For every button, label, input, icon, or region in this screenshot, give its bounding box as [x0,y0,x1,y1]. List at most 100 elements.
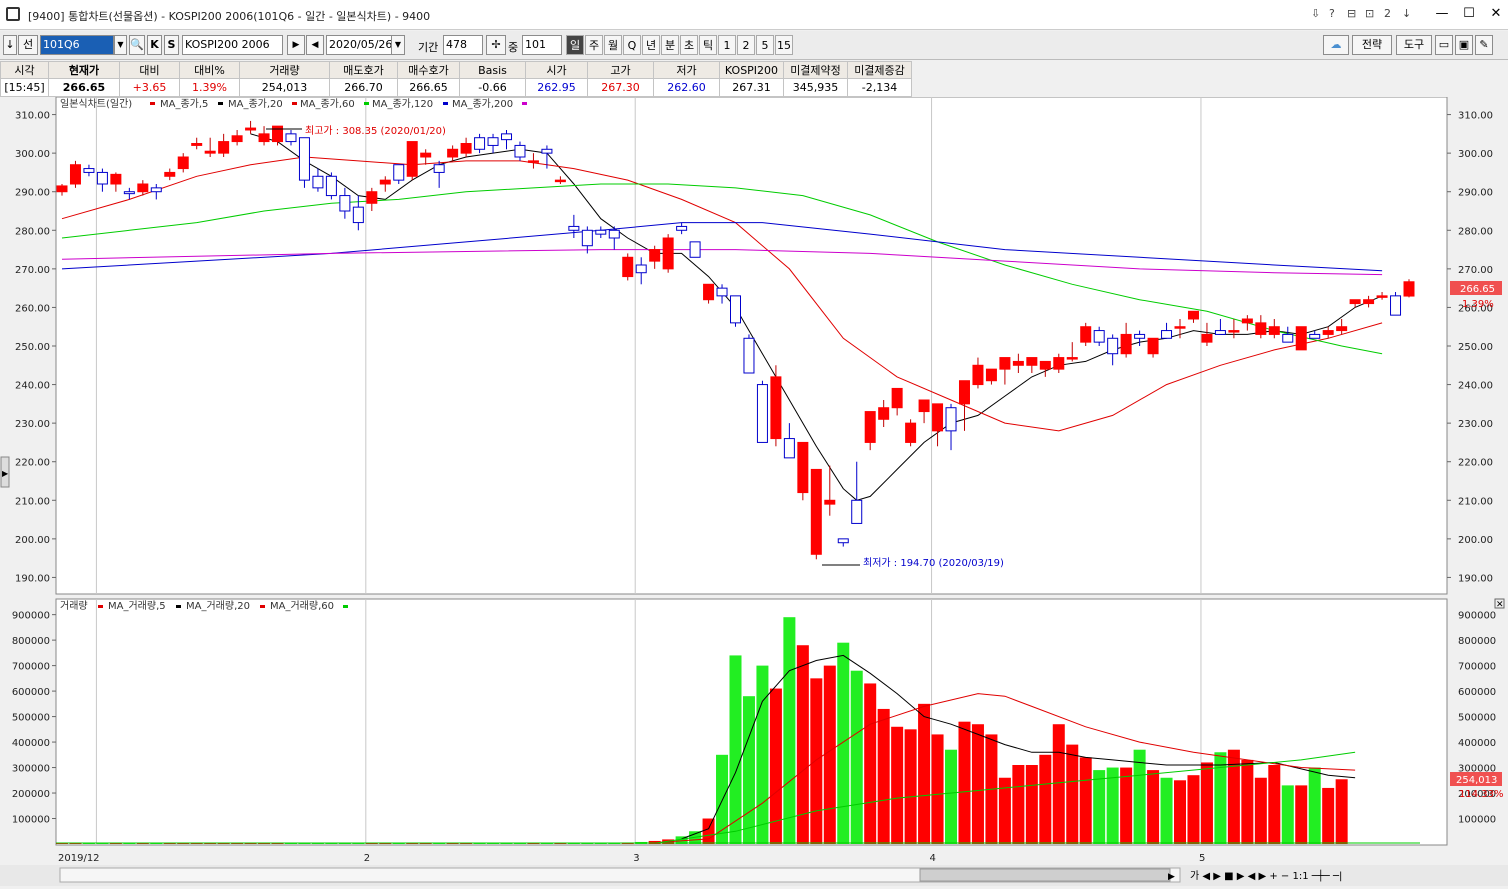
vol-tick-label: 800000 [1458,636,1496,647]
quote-open: 262.95 [525,78,588,97]
legend-swatch [522,102,527,105]
volume-bar [1335,779,1348,844]
candle-body [123,191,135,195]
layout-icon[interactable]: ⊟ [1347,7,1357,20]
candle-body [1241,318,1253,324]
period-input[interactable]: 478 [443,35,483,55]
vol-tick-label: 300000 [12,764,50,775]
vol-tick-label: 700000 [12,662,50,673]
instrument-field[interactable]: KOSPI200 2006 [182,35,283,55]
chevron-right-icon[interactable]: ▶ [2,469,9,478]
date-dropdown-button[interactable]: ▼ [391,35,405,55]
y-tick-label: 280.00 [15,226,50,237]
period-2[interactable]: 2 [737,35,755,55]
minimize-button[interactable]: — [1435,6,1449,21]
candle-body [312,175,324,189]
tools-button[interactable]: 도구 [1396,35,1432,55]
count-input[interactable]: 101 [522,35,562,55]
volume-bar [1039,754,1052,844]
volume-bar [540,843,553,844]
period-week[interactable]: 주 [585,35,603,55]
legend-vol-ma60: MA_거래량,60 [270,600,334,612]
volume-bar [163,843,176,844]
legend-swatch [176,605,181,608]
vol-tick-label: 500000 [1458,713,1496,724]
volume-bar [1160,777,1173,844]
volume-bar [123,843,136,844]
volume-bar [716,754,729,844]
date-input[interactable]: 2020/05/26 [326,35,392,55]
candle-body [177,156,189,170]
period-1[interactable]: 1 [718,35,736,55]
horizontal-scrollbar[interactable] [59,867,1181,883]
settings-icon[interactable]: ✎ [1475,35,1493,55]
open-icon[interactable]: ▭ [1435,35,1453,55]
pin-icon[interactable]: ⇩ [1311,7,1321,20]
quote-header: 거래량 [239,61,330,79]
y-tick-label: 290.00 [15,188,50,199]
strategy-button[interactable]: 전략 [1352,35,1392,55]
line-button[interactable]: 선 [18,35,38,55]
volume-bar [406,843,419,844]
scroll-right-icon[interactable]: ▶ [1168,872,1175,882]
legend-ma120: MA_종가,120 [372,98,433,110]
help-icon[interactable]: ? [1329,7,1335,20]
candle-body [635,264,647,274]
next-button[interactable]: ▶ [287,35,305,55]
chart-nav-icons[interactable]: 가 ◀ ▶ ■ ▶ ◀ ▶ + − 1:1 ─┼─ ─| [1190,869,1342,882]
vol-tick-label: 100000 [12,815,50,826]
down-button[interactable]: ↓ [3,35,17,55]
candle-body [150,187,162,193]
volume-bar [96,843,109,844]
k-button[interactable]: K [147,35,162,55]
search-icon[interactable]: 🔍 [129,35,145,55]
candle-body [932,403,944,432]
volume-bar [338,843,351,844]
volume-bar [1241,759,1254,844]
vol-tick-label: 400000 [1458,738,1496,749]
legend-swatch [343,605,348,608]
cloud-icon[interactable]: ☁ [1323,35,1349,55]
period-quarter[interactable]: Q [623,35,641,55]
candle-body [285,133,297,143]
code-input[interactable]: 101Q6 [40,35,114,55]
period-5[interactable]: 5 [756,35,774,55]
candle-body [56,185,68,193]
link-icon[interactable]: ⊡ [1365,7,1375,20]
candle-body [272,125,284,143]
save-icon[interactable]: ▣ [1455,35,1473,55]
chart-area[interactable]: 190.00 190.00 200.00 200.00 210.00 210.00 220.… [0,96,1508,886]
volume-bar [258,843,271,844]
legend-ma5: MA_종가,5 [160,98,208,110]
volume-bar [352,843,365,844]
candle-body [1403,281,1415,297]
chart-svg[interactable]: 190.00 190.00 200.00 200.00 210.00 210.00 220.… [0,96,1508,886]
prev-button[interactable]: ◀ [306,35,324,55]
candle-body [218,141,230,154]
period-minute[interactable]: 분 [661,35,679,55]
period-tick[interactable]: 틱 [699,35,717,55]
candle-body [541,148,553,154]
maximize-button[interactable]: ☐ [1463,6,1475,21]
crosshair-icon[interactable]: ✢ [486,35,506,55]
period-15[interactable]: 15 [775,35,793,55]
ma-line [61,249,1383,276]
vol-tick-label: 800000 [12,636,50,647]
close-button[interactable]: ✕ [1490,6,1502,21]
code-dropdown-button[interactable]: ▼ [114,35,127,55]
side-panel-toggle[interactable] [0,456,10,488]
volume-close-button[interactable] [1494,598,1505,609]
screen-number-icon[interactable]: 2 [1384,7,1391,20]
period-year[interactable]: 년 [642,35,660,55]
period-month[interactable]: 월 [604,35,622,55]
scrollbar-thumb[interactable] [919,868,1171,882]
arrow-down-icon[interactable]: ↓ [1402,7,1412,20]
close-icon[interactable]: ✕ [1496,600,1504,610]
volume-bar [1106,767,1119,844]
period-day[interactable]: 일 [566,35,584,55]
period-second[interactable]: 초 [680,35,698,55]
s-button[interactable]: S [164,35,179,55]
volume-bar [446,843,459,844]
quote-header: 대비% [179,61,240,79]
window-title: [9400] 통합차트(선물옵션) - KOSPI200 2006(101Q6 … [28,10,431,23]
